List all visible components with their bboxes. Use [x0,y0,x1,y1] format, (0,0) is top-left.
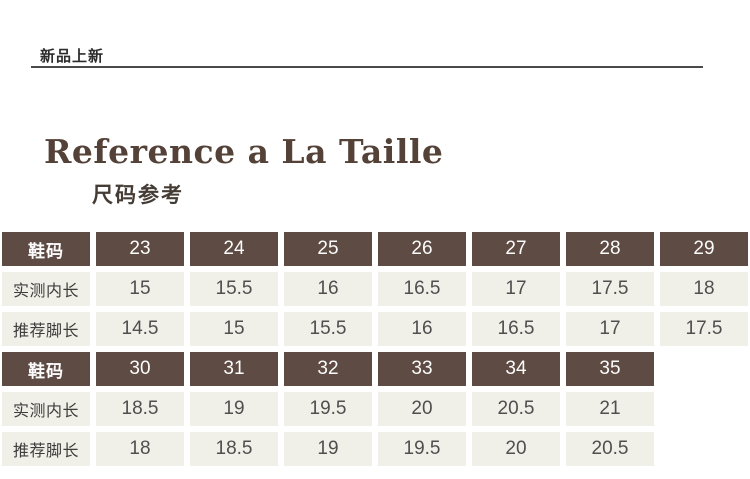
value-cell: 17.5 [660,312,748,346]
size-header-cell: 28 [566,232,654,266]
size-header-cell: 31 [190,352,278,386]
value-cell: 15 [96,272,184,306]
value-cell: 19.5 [378,432,466,466]
value-cell: 17 [566,312,654,346]
size-table: 鞋码 23 24 25 26 27 28 29 实测内长 15 15.5 16 … [2,232,748,466]
value-cell: 15.5 [284,312,372,346]
value-cell: 15 [190,312,278,346]
size-header-cell: 33 [378,352,466,386]
value-cell: 20.5 [566,432,654,466]
size-header-cell: 23 [96,232,184,266]
value-cell: 16.5 [472,312,560,346]
divider-line [31,66,703,68]
value-cell: 20 [472,432,560,466]
value-cell: 20.5 [472,392,560,426]
row-label-foot-length: 推荐脚长 [2,432,90,466]
value-cell: 18.5 [190,432,278,466]
value-cell: 17.5 [566,272,654,306]
value-cell: 15.5 [190,272,278,306]
value-cell: 20 [378,392,466,426]
value-cell: 19 [284,432,372,466]
size-row-header: 鞋码 [2,232,90,266]
size-header-cell: 29 [660,232,748,266]
value-cell: 19.5 [284,392,372,426]
size-header-cell: 26 [378,232,466,266]
size-header-cell: 24 [190,232,278,266]
value-cell: 17 [472,272,560,306]
banner-text: 新品上新 [40,47,105,65]
size-header-cell: 32 [284,352,372,386]
size-header-cell: 25 [284,232,372,266]
page-title: Reference a La Taille [44,132,444,171]
value-cell: 14.5 [96,312,184,346]
value-cell: 16 [378,312,466,346]
size-header-cell: 30 [96,352,184,386]
size-header-cell: 34 [472,352,560,386]
value-cell: 19 [190,392,278,426]
value-cell: 16 [284,272,372,306]
page-subtitle: 尺码参考 [92,184,184,207]
row-label-inner-length: 实测内长 [2,392,90,426]
value-cell: 16.5 [378,272,466,306]
size-header-cell: 35 [566,352,654,386]
size-header-cell: 27 [472,232,560,266]
value-cell: 21 [566,392,654,426]
value-cell: 18.5 [96,392,184,426]
row-label-inner-length: 实测内长 [2,272,90,306]
value-cell: 18 [660,272,748,306]
row-label-foot-length: 推荐脚长 [2,312,90,346]
size-row-header: 鞋码 [2,352,90,386]
value-cell: 18 [96,432,184,466]
